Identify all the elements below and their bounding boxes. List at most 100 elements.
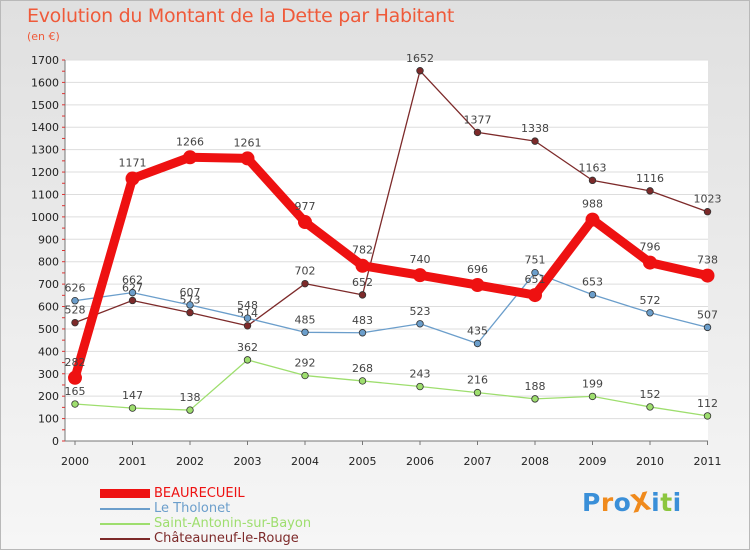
data-point	[243, 322, 252, 330]
data-label: 1652	[406, 52, 434, 65]
x-tick-label: 2011	[694, 455, 722, 468]
data-label: 1023	[694, 193, 722, 206]
data-label: 485	[295, 313, 316, 326]
data-label: 653	[582, 276, 603, 289]
data-label: 1377	[464, 113, 492, 126]
data-point	[643, 255, 657, 270]
data-label: 977	[295, 200, 316, 213]
data-point	[128, 404, 137, 412]
data-point	[585, 212, 600, 227]
y-tick-label: 1200	[31, 166, 59, 179]
data-point	[301, 371, 309, 380]
data-label: 188	[525, 380, 546, 393]
y-tick-label: 700	[38, 278, 59, 291]
logo-letter: X	[628, 486, 654, 519]
data-label: 165	[65, 385, 86, 398]
data-label: 651	[525, 273, 546, 286]
data-point	[473, 128, 482, 137]
data-label: 782	[352, 244, 373, 257]
data-point	[125, 171, 140, 186]
data-point	[703, 323, 712, 332]
data-label: 1116	[636, 172, 664, 185]
data-point	[68, 370, 82, 385]
chart-title: Evolution du Montant de la Dette par Hab…	[27, 5, 455, 27]
data-point	[470, 278, 485, 293]
legend-label: BEAUREСUEIL	[154, 485, 245, 501]
data-label: 268	[352, 362, 373, 375]
x-tick-label: 2006	[406, 455, 434, 468]
data-label: 1338	[521, 122, 549, 135]
y-tick-label: 1700	[31, 54, 59, 67]
y-tick-label: 1000	[31, 211, 59, 224]
data-point	[531, 137, 539, 145]
legend-item: Châteauneuf-le-Rouge	[100, 531, 311, 546]
logo-letter: i	[672, 488, 682, 517]
data-label: 528	[65, 304, 86, 317]
data-label: 112	[697, 397, 718, 410]
data-label: 988	[582, 198, 603, 211]
data-label: 138	[180, 391, 201, 404]
legend: BEAUREСUEIL Le Tholonet Saint-Antonin-sur-…	[100, 486, 311, 546]
data-point	[186, 301, 194, 309]
data-point	[416, 320, 424, 328]
data-label: 435	[467, 325, 488, 338]
data-label: 523	[410, 305, 431, 318]
x-tick-label: 2007	[464, 455, 492, 468]
logo-letter: o	[613, 488, 632, 517]
data-point	[358, 291, 367, 299]
logo-letter: r	[600, 488, 614, 517]
data-label: 282	[65, 356, 86, 369]
data-label: 626	[65, 282, 86, 295]
legend-item: Saint-Antonin-sur-Bayon	[100, 516, 311, 531]
data-point	[588, 176, 597, 185]
data-label: 362	[237, 341, 258, 354]
data-point	[71, 297, 79, 305]
series-line	[74, 70, 709, 327]
y-tick-label: 1100	[31, 188, 59, 201]
data-point	[186, 406, 194, 414]
y-tick-label: 200	[38, 390, 59, 403]
plot-area	[65, 60, 708, 441]
data-label: 607	[180, 286, 201, 299]
data-point	[703, 412, 712, 420]
x-tick-label: 2009	[579, 455, 607, 468]
data-point	[358, 329, 367, 337]
series-line	[74, 272, 709, 345]
data-point	[528, 288, 542, 303]
data-label: 1266	[176, 135, 204, 148]
data-point	[301, 279, 309, 288]
logo-letter: t	[660, 488, 673, 517]
y-tick-label: 1400	[31, 121, 59, 134]
data-label: 216	[467, 374, 488, 387]
y-tick-label: 1600	[31, 76, 59, 89]
y-tick-label: 1300	[31, 144, 59, 157]
data-point	[703, 208, 712, 216]
data-point	[71, 400, 79, 408]
x-tick-label: 2004	[291, 455, 319, 468]
data-point	[298, 215, 312, 230]
legend-label: Châteauneuf-le-Rouge	[154, 530, 299, 546]
series-line	[70, 152, 712, 383]
x-tick-label: 2010	[636, 455, 664, 468]
data-label: 199	[582, 377, 603, 390]
x-tick-label: 2003	[234, 455, 262, 468]
data-label: 740	[410, 253, 431, 266]
legend-label: Le Tholonet	[154, 500, 231, 516]
data-label: 662	[122, 274, 143, 287]
data-point	[240, 151, 255, 166]
data-label: 507	[697, 308, 718, 321]
data-label: 751	[525, 254, 546, 267]
data-point	[531, 268, 539, 277]
y-tick-label: 100	[38, 413, 59, 426]
data-point	[473, 339, 482, 348]
legend-swatch	[100, 537, 150, 540]
data-label: 696	[467, 263, 488, 276]
y-tick-label: 600	[38, 301, 59, 314]
data-point	[531, 395, 539, 403]
data-point	[186, 308, 194, 317]
data-point	[416, 382, 424, 391]
data-point	[301, 328, 309, 337]
x-tick-label: 2000	[61, 455, 89, 468]
data-point	[473, 388, 482, 397]
